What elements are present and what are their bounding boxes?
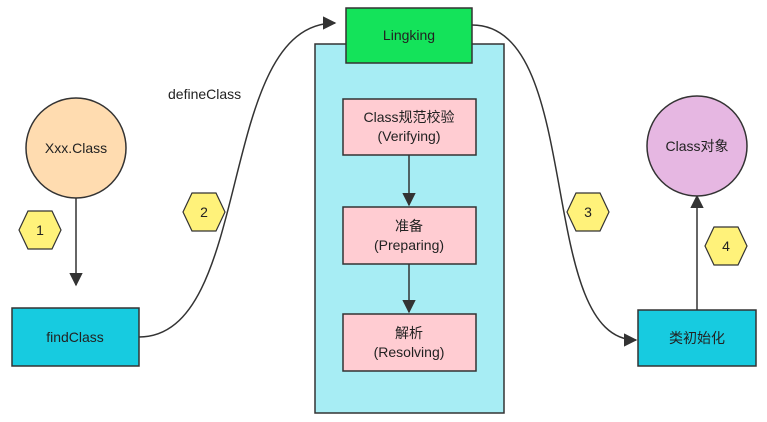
lingking-node: Lingking [345,7,473,64]
xxx-class-label: Xxx.Class [45,140,107,156]
verifying-line2: (Verifying) [377,128,440,144]
preparing-node: 准备 (Preparing) [342,206,477,265]
edge-findclass-to-lingking [138,16,337,338]
step-1-label: 1 [36,222,44,238]
step-4-label: 4 [722,238,730,254]
edge-lingking-to-class-init [471,24,638,347]
step-1-badge: 1 [18,210,62,250]
resolving-line2: (Resolving) [374,344,445,360]
lingking-label: Lingking [383,27,435,43]
class-init-node: 类初始化 [637,309,757,367]
findclass-label: findClass [46,329,104,345]
resolving-node: 解析 (Resolving) [342,313,477,372]
class-object-node: Class对象 [646,95,748,197]
step-2-label: 2 [200,204,208,220]
step-3-badge: 3 [566,192,610,232]
class-init-label: 类初始化 [669,330,725,346]
preparing-line1: 准备 [395,218,423,234]
preparing-line2: (Preparing) [374,237,444,253]
step-3-label: 3 [584,204,592,220]
xxx-class-node: Xxx.Class [25,97,127,199]
resolving-line1: 解析 [395,325,423,341]
class-object-label: Class对象 [665,138,728,154]
findclass-node: findClass [11,307,140,367]
verifying-line1: Class规范校验 [363,109,454,125]
define-class-label: defineClass [168,86,241,102]
step-2-badge: 2 [182,192,226,232]
step-4-badge: 4 [704,226,748,266]
verifying-node: Class规范校验 (Verifying) [342,98,477,156]
